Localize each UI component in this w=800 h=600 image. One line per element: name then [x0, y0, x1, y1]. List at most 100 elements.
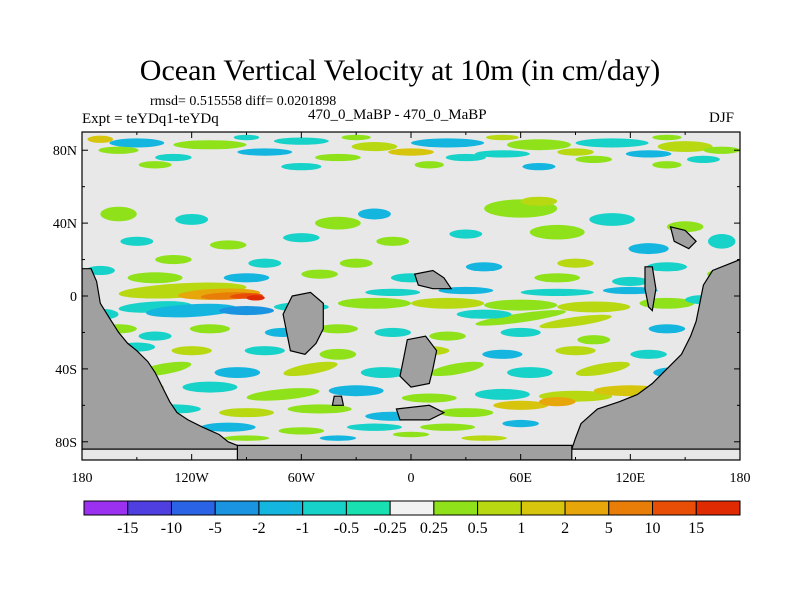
field-patch [657, 141, 713, 153]
center-label: 470_0_MaBP - 470_0_MaBP [308, 107, 487, 123]
field-patch [500, 327, 541, 338]
field-patch [341, 134, 371, 141]
field-patch [652, 134, 682, 141]
field-patch [557, 258, 594, 268]
colorbar-swatch [608, 500, 654, 516]
field-patch [100, 206, 137, 222]
colorbar-swatch [170, 500, 216, 516]
land-polygon [236, 444, 573, 460]
colorbar-label: 1 [517, 520, 525, 537]
field-patch [127, 272, 183, 284]
field-patch [376, 236, 410, 246]
field-patch [475, 310, 566, 326]
field-patch [98, 146, 139, 154]
field-patch [630, 349, 667, 359]
land-polygon [282, 291, 324, 355]
field-patch [171, 346, 212, 356]
field-patch [392, 431, 430, 438]
colorbar-label: 0.5 [468, 520, 488, 537]
field-patch [429, 361, 484, 377]
x-tick-label: 60W [288, 471, 316, 486]
colorbar-swatch [127, 500, 172, 516]
field-patch [502, 419, 539, 428]
field-patch [246, 295, 265, 301]
field-patch [456, 309, 512, 319]
field-patch [703, 146, 740, 154]
field-patch [538, 397, 576, 407]
colorbar-label: -1 [296, 520, 309, 537]
field-patch [506, 367, 553, 378]
field-patch [138, 161, 172, 169]
colorbar-label: -2 [252, 520, 265, 537]
field-patch [138, 331, 172, 341]
field-patch [281, 162, 322, 171]
colorbar-swatch [214, 500, 260, 516]
x-tick-label: 60E [509, 471, 532, 486]
field-patch [87, 135, 114, 143]
land-polygon [644, 266, 657, 312]
colorbar-swatch [695, 500, 741, 516]
field-patch [539, 314, 612, 329]
x-tick-label: 120E [616, 471, 646, 486]
stats-line: rmsd= 0.515558 diff= 0.0201898 [150, 94, 337, 109]
field-patch [485, 134, 519, 141]
colorbar-label: -5 [209, 520, 222, 537]
experiment-label: Expt = teYDq1-teYDq [82, 111, 219, 127]
field-patch [520, 288, 594, 296]
colorbar-label: 0.25 [420, 520, 448, 537]
x-tick-label: 0 [408, 471, 415, 486]
field-patch [575, 138, 649, 148]
colorbar-label: 15 [688, 520, 704, 537]
land-polygon [331, 395, 345, 406]
field-patch [209, 240, 247, 250]
land-polygon [395, 404, 446, 421]
field-patch [109, 138, 165, 148]
field-patch [628, 243, 669, 255]
field-patch [351, 142, 398, 152]
field-patch [493, 400, 549, 410]
colorbar-label: -0.25 [373, 520, 406, 537]
chart-title: Ocean Vertical Velocity at 10m (in cm/da… [139, 54, 661, 87]
field-patch [237, 148, 293, 156]
field-patch [319, 348, 357, 360]
field-patch [182, 381, 238, 393]
field-patch [652, 161, 682, 169]
field-patch [474, 388, 530, 400]
axes: 80N 40N 0 40S 80S 180 120W 60W 0 60E 120E 180 [53, 132, 751, 486]
field-patch [175, 214, 209, 225]
field-patch [233, 134, 260, 141]
field-patch [401, 393, 457, 403]
land-polygon [82, 268, 247, 450]
colorbar-swatch [520, 500, 566, 516]
field-patch [360, 367, 407, 378]
colorbar-swatch [389, 500, 435, 516]
field-patch [445, 153, 486, 162]
land-mask [82, 225, 740, 460]
colorbar-swatch [83, 500, 129, 516]
field-patch [529, 224, 585, 240]
field-patch [223, 273, 270, 283]
field-patch [283, 361, 338, 377]
field-patch [484, 299, 558, 311]
land-polygon [399, 335, 438, 388]
field-patch [283, 233, 320, 243]
colorbar-swatch [433, 500, 479, 516]
colorbar-label: -15 [117, 520, 138, 537]
colorbar-label: -10 [161, 520, 182, 537]
field-patch [246, 388, 320, 401]
field-patch [557, 301, 631, 313]
colorbar-label: 10 [645, 520, 661, 537]
field-patch [555, 346, 596, 356]
field-patch [301, 269, 338, 279]
field-patch [244, 346, 285, 356]
x-tick-label: 180 [730, 471, 751, 486]
colorbar-label: 5 [605, 520, 613, 537]
field-patch [120, 236, 154, 246]
field-patch [317, 324, 358, 334]
colorbar-swatch [477, 500, 522, 516]
field-patch [155, 153, 192, 162]
field-patch [646, 262, 687, 272]
field-patch [522, 162, 556, 171]
colorbar-swatch [564, 500, 610, 516]
x-tick-label: 180 [72, 471, 93, 486]
